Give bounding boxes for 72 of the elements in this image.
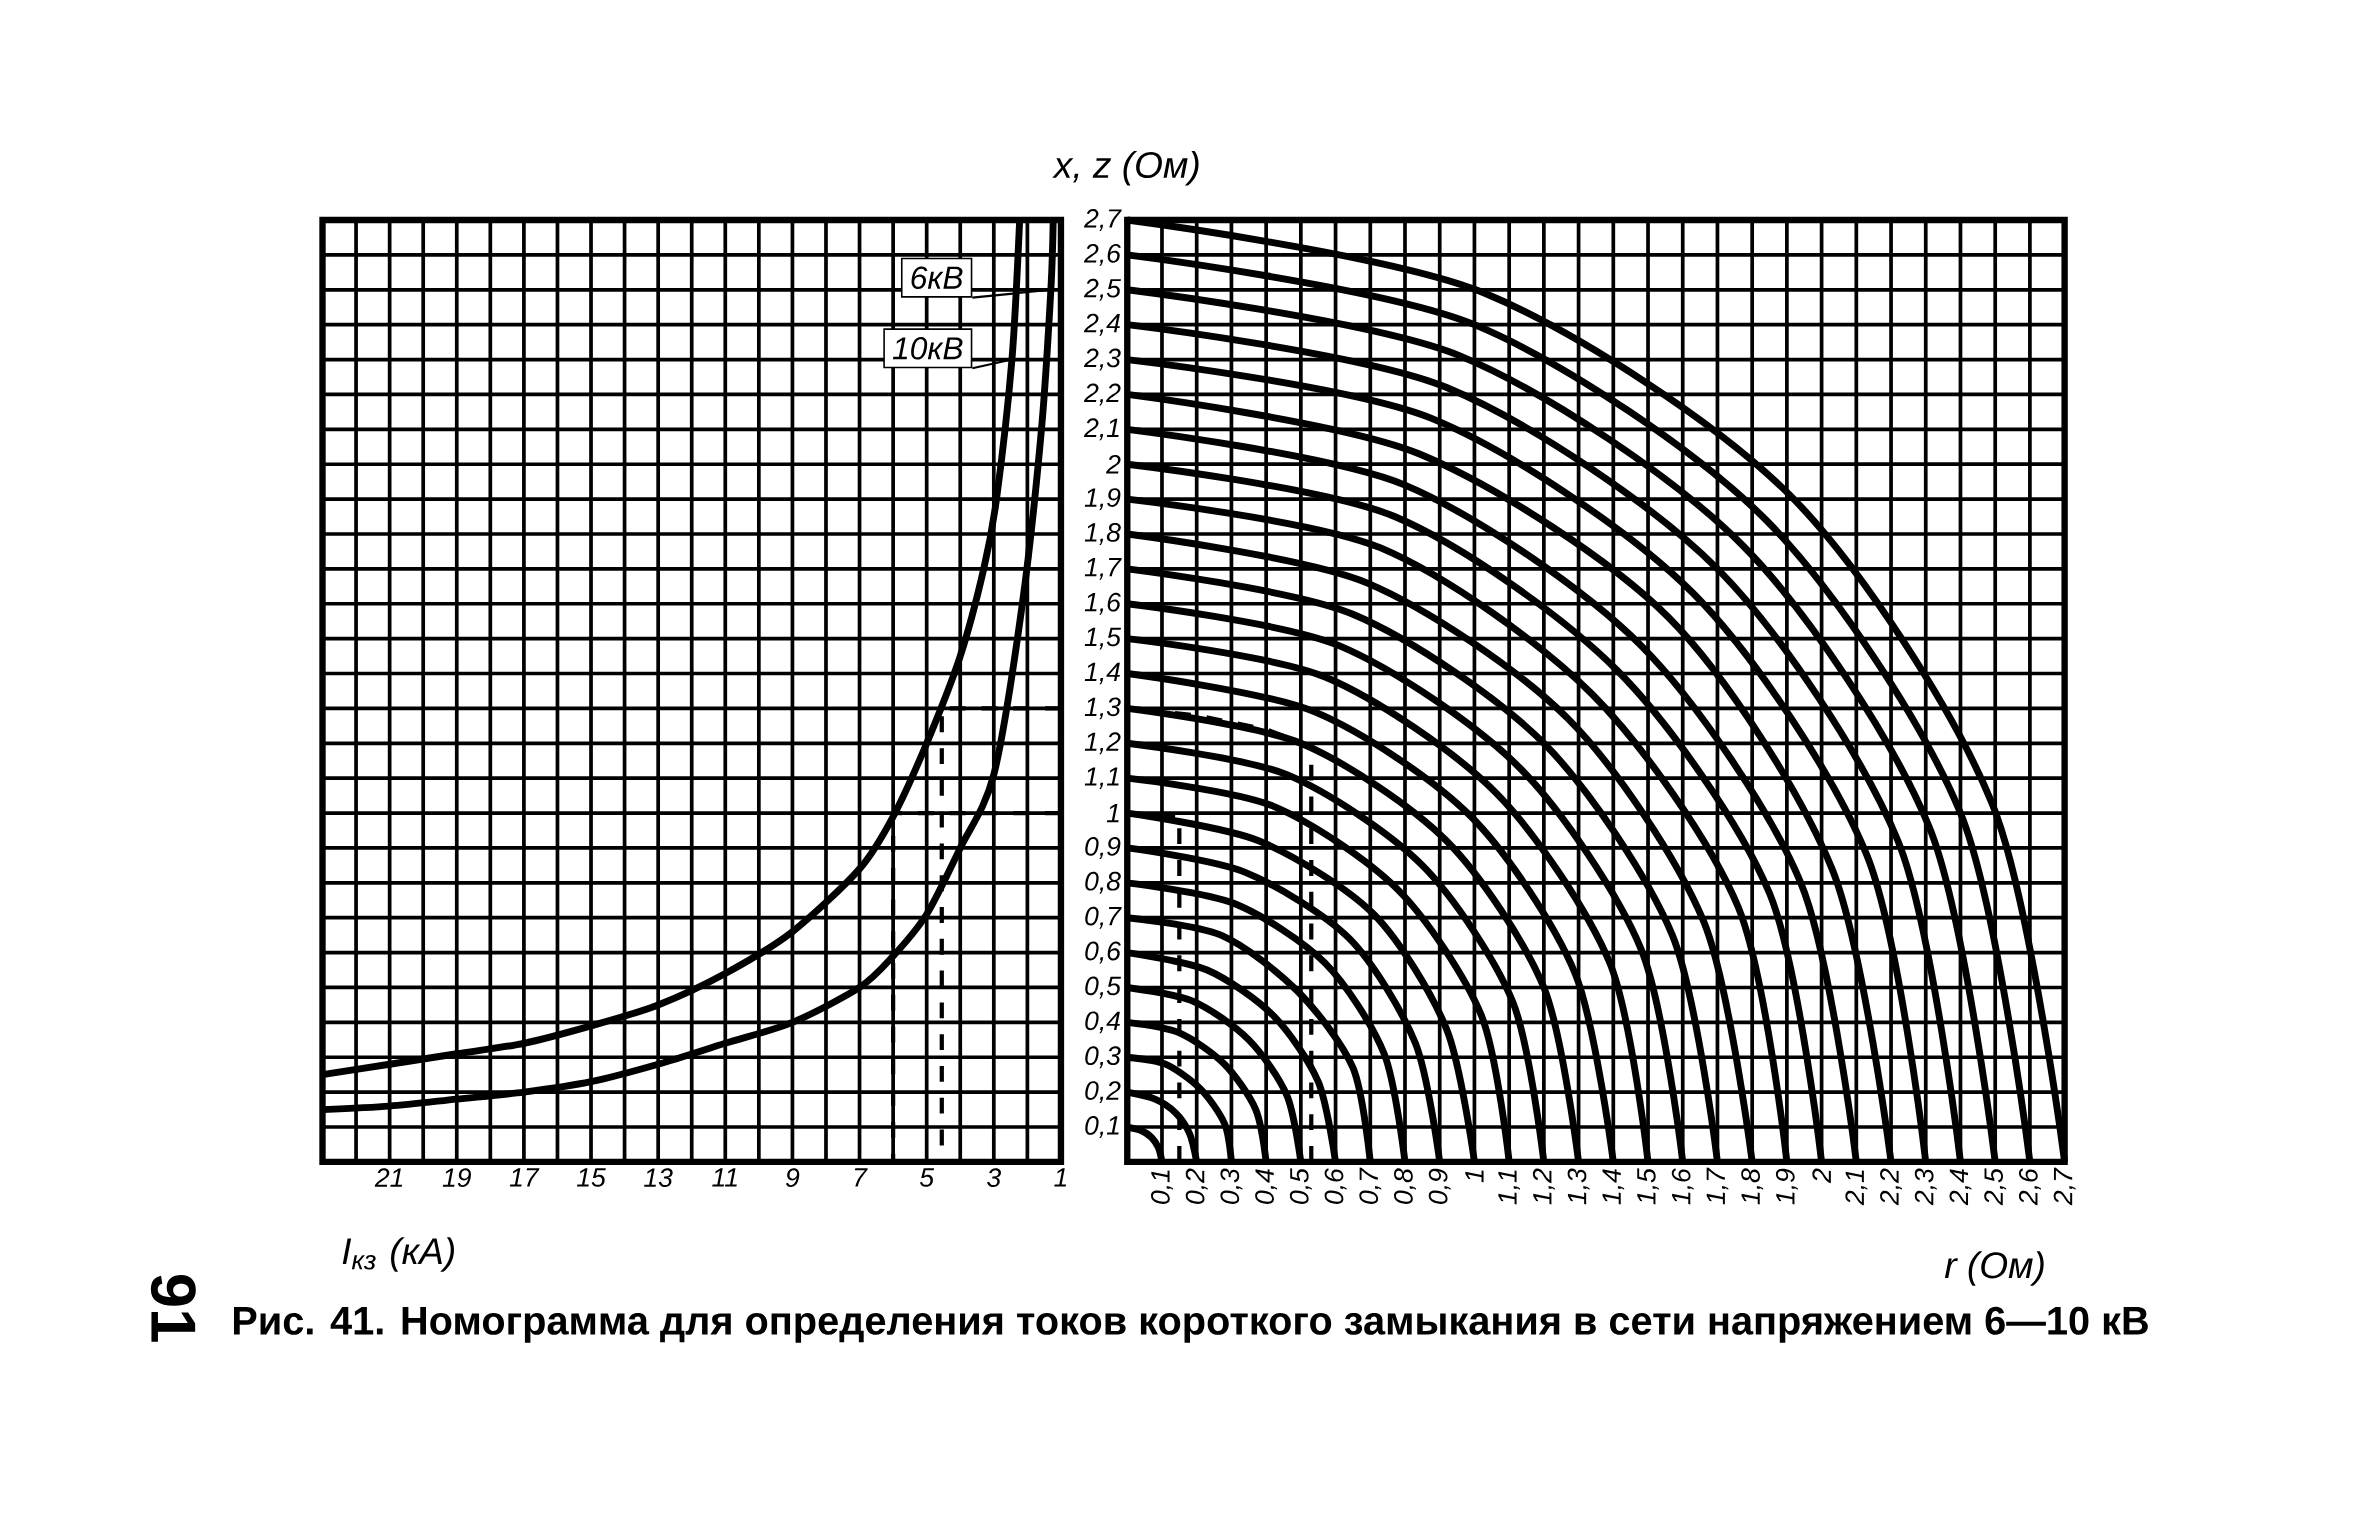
y-tick-label: 1,9 (1084, 488, 1121, 511)
y-tick-label: 2,6 (1083, 244, 1121, 267)
y-tick-label: 0,1 (1085, 1116, 1119, 1139)
x-tick-label: 2,6 (2018, 1168, 2041, 1206)
x-tick-label: 9 (785, 1168, 800, 1188)
y-tick-label: 2,1 (1083, 418, 1119, 441)
y-tick-label: 1,3 (1084, 697, 1121, 720)
x-tick-label: 0,4 (1255, 1169, 1278, 1205)
x-tick-label: 0,3 (1220, 1168, 1243, 1205)
x-tick-label: 1 (1465, 1170, 1484, 1183)
x-tick-label: 0,1 (1151, 1170, 1173, 1205)
x-tick-label: 0,7 (1359, 1167, 1382, 1205)
x-tick-label: 1,4 (1602, 1169, 1625, 1205)
x-tick-label: 1,5 (1637, 1168, 1659, 1205)
x-tick-label: 2,1 (1845, 1170, 1868, 1206)
y-tick-label: 1,4 (1084, 662, 1120, 685)
y-tick-label: 1,8 (1084, 523, 1121, 546)
y-tick-label: 0,8 (1085, 872, 1121, 894)
y-tick-label: 2,2 (1083, 383, 1121, 406)
y-tick-label: 0,6 (1085, 941, 1121, 964)
legend-label: 6кВ (911, 266, 963, 290)
y-axis-title: x, z (Ом) (1052, 151, 1199, 186)
y-tick-label: 2 (1106, 455, 1121, 474)
x-tick-label: 0,2 (1185, 1168, 1208, 1205)
y-tick-label: 0,2 (1085, 1081, 1121, 1104)
x-tick-label: 13 (644, 1168, 673, 1188)
y-tick-label: 1,5 (1084, 628, 1121, 650)
x-tick-label: 1,7 (1706, 1167, 1729, 1205)
text: 91 (150, 1275, 196, 1342)
legend-label: 10кВ (892, 337, 963, 360)
x-tick-label: 19 (442, 1168, 471, 1188)
y-tick-label: 1,6 (1084, 592, 1121, 615)
x-tick-label: 0,9 (1428, 1168, 1451, 1205)
x-tick-label: 7 (854, 1168, 868, 1187)
x-tick-label: 2 (1812, 1168, 1831, 1184)
y-tick-label: 1 (1106, 804, 1119, 823)
x-tick-label: 0,5 (1289, 1168, 1312, 1205)
x-tick-label: 1 (1054, 1168, 1067, 1187)
x-tick-label: 1,8 (1741, 1168, 1764, 1205)
x-tick-label: 0,8 (1394, 1168, 1416, 1205)
text: Рис. 41. Номограмма для определения токов короткого замыкания в сети напряжением 6—10 кВ (233, 1306, 2148, 1343)
y-tick-label: 0,3 (1085, 1046, 1121, 1069)
x-tick-label: 5 (919, 1168, 935, 1187)
x-tick-label: 2,3 (1914, 1168, 1937, 1206)
x-tick-label: 17 (509, 1168, 540, 1187)
y-tick-label: 2,3 (1083, 348, 1121, 371)
x-tick-label: 1,6 (1671, 1168, 1694, 1205)
x-tick-label: 21 (374, 1168, 403, 1187)
y-tick-label: 0,7 (1085, 906, 1122, 929)
x-tick-label: 3 (987, 1168, 1001, 1188)
x-tick-label: 1,1 (1498, 1170, 1520, 1205)
y-tick-label: 2,4 (1083, 313, 1120, 336)
x-tick-label: 1,9 (1775, 1168, 1798, 1205)
x-tick-label: 1,2 (1532, 1168, 1555, 1205)
x-tick-label: 2,4 (1949, 1169, 1972, 1206)
x-tick-label: 15 (576, 1168, 606, 1187)
y-tick-label: 1,2 (1084, 732, 1121, 755)
y-tick-label: 1,1 (1084, 767, 1119, 790)
x-tick-label: 11 (712, 1168, 737, 1187)
x-tick-label: 1,3 (1567, 1168, 1590, 1205)
y-tick-label: 0,4 (1085, 1011, 1120, 1034)
y-tick-label: 1,7 (1084, 558, 1122, 580)
y-tick-label: 0,9 (1085, 837, 1121, 860)
x-tick-label: 0,6 (1324, 1168, 1347, 1205)
x-tick-label: 2,2 (1880, 1168, 1902, 1206)
x-tick-label: 2,7 (2053, 1167, 2076, 1206)
x-axis-title: I$_{кз}$ (кА) (342, 1237, 454, 1272)
y-tick-label: 0,5 (1085, 976, 1121, 999)
y-tick-label: 2,5 (1083, 278, 1121, 301)
x-tick-label: 2,5 (1984, 1168, 2007, 1206)
y-tick-label: 2,7 (1083, 209, 1122, 232)
x-axis-title: r (Ом) (1944, 1251, 2044, 1286)
